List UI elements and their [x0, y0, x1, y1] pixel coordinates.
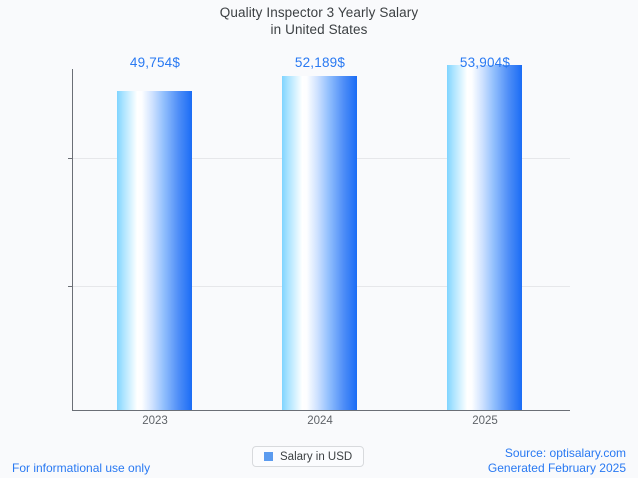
legend-item-label: Salary in USD: [280, 450, 353, 463]
bar-2025[interactable]: [447, 65, 522, 410]
disclaimer-text: For informational use only: [12, 461, 151, 475]
source-text: Source: optisalary.com: [504, 446, 626, 460]
x-tick-label-2024: 2024: [307, 415, 333, 427]
chart-legend[interactable]: Salary in USD: [252, 446, 365, 467]
bar-value-label-2024: 52,189$: [294, 55, 346, 70]
x-tick-label-2025: 2025: [472, 415, 498, 427]
chart-title-line-2: in United States: [270, 22, 368, 37]
source-block: Source: optisalary.com Generated Februar…: [488, 446, 626, 476]
y-axis-line: [72, 69, 73, 411]
bar-value-label-2023: 49,754$: [129, 55, 181, 70]
chart-title: Quality Inspector 3 Yearly Salary in Uni…: [0, 4, 638, 38]
x-axis-line: [72, 410, 570, 411]
square-swatch-icon: [264, 452, 273, 461]
x-tick-label-2023: 2023: [142, 415, 168, 427]
plot-area: [68, 65, 570, 410]
y-tick-mark-20000: [68, 286, 73, 287]
bar-2023[interactable]: [117, 91, 192, 410]
generated-date-text: Generated February 2025: [487, 461, 626, 475]
chart-title-line-1: Quality Inspector 3 Yearly Salary: [219, 5, 419, 20]
bar-2024[interactable]: [282, 76, 357, 410]
bar-value-label-2025: 53,904$: [459, 55, 511, 70]
y-tick-mark-40000: [68, 158, 73, 159]
